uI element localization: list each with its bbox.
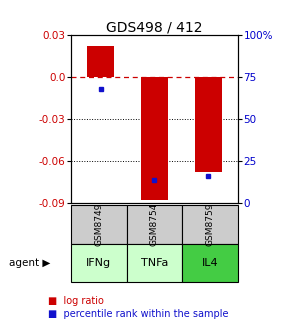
Text: agent ▶: agent ▶ [9,258,50,268]
Bar [141,77,168,201]
Bar [87,46,114,77]
Text: GSM8754: GSM8754 [150,203,159,246]
Title: GDS498 / 412: GDS498 / 412 [106,20,203,34]
Bar [195,77,222,172]
Text: ■  percentile rank within the sample: ■ percentile rank within the sample [48,309,228,319]
Text: TNFa: TNFa [141,258,168,268]
Text: ■  log ratio: ■ log ratio [48,296,104,306]
Text: GSM8749: GSM8749 [94,203,103,246]
Text: IFNg: IFNg [86,258,111,268]
Text: IL4: IL4 [202,258,218,268]
Text: GSM8759: GSM8759 [206,203,215,246]
